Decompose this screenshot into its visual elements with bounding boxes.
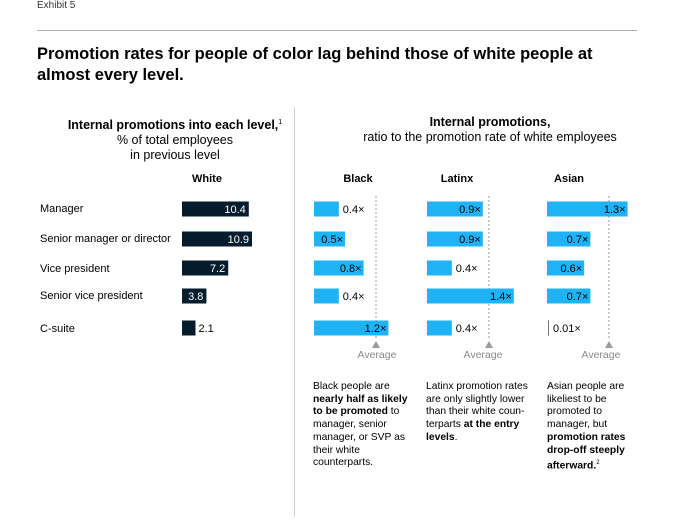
chart-title: Promotion rates for people of color lag … <box>37 45 593 84</box>
panel-divider <box>294 107 295 517</box>
col-head-latinx: Latinx <box>440 173 474 185</box>
latinx-value-label-3: 1.4× <box>490 291 512 303</box>
black-value-label-4: 1.2× <box>365 323 387 335</box>
white-value-label-0: 10.4 <box>224 204 245 216</box>
asian-bar-1 <box>547 231 591 247</box>
exhibit-label: Exhibit 5 <box>37 0 76 11</box>
average-label-asian: Average <box>581 349 621 361</box>
white-bar-2 <box>182 260 229 276</box>
white-value-label-2: 7.2 <box>210 263 225 275</box>
average-marker-latinx <box>485 341 493 348</box>
left-header: Internal promotions into each level,1 % … <box>40 115 310 163</box>
white-bar-4 <box>182 320 196 336</box>
white-bar-1 <box>182 231 252 247</box>
row-label-vice-president: Vice president <box>40 263 110 275</box>
black-bar-3 <box>314 288 339 304</box>
col-head-black: Black <box>343 173 373 185</box>
average-label-black: Average <box>357 349 397 361</box>
black-value-label-0: 0.4× <box>343 204 365 216</box>
note-asian-run-2: 2 <box>596 460 600 467</box>
white-bar-0 <box>182 201 249 217</box>
row-label-svp: Senior vice president <box>40 290 143 302</box>
note-black-run-1: nearly half as likely to be promoted <box>313 393 408 418</box>
black-bar-1 <box>314 231 345 247</box>
asian-bar-0 <box>547 201 628 217</box>
col-head-asian: Asian <box>554 173 584 185</box>
row-label-senior-manager: Senior manager or director <box>40 233 171 245</box>
average-marker-asian <box>605 341 613 348</box>
asian-value-label-2: 0.6× <box>560 263 582 275</box>
white-bar-3 <box>182 288 207 304</box>
latinx-bar-2 <box>427 260 452 276</box>
note-asian-run-0: Asian people are likeliest to be promote… <box>547 381 625 431</box>
row-label-c-suite: C-suite <box>40 323 75 335</box>
latinx-bar-3 <box>427 288 514 304</box>
right-header-line1: Internal promotions, <box>429 115 551 129</box>
left-header-footnote: 1 <box>278 119 283 126</box>
right-header: Internal promotions, ratio to the promot… <box>305 115 675 145</box>
left-header-line2: % of total employees <box>116 133 234 148</box>
average-label-latinx: Average <box>463 349 503 361</box>
latinx-bar-0 <box>427 201 483 217</box>
note-black: Black people are nearly half as likely t… <box>313 381 411 470</box>
asian-bar-3 <box>547 288 591 304</box>
latinx-bar-4 <box>427 320 452 336</box>
latinx-value-label-1: 0.9× <box>459 234 481 246</box>
white-value-label-4: 2.1 <box>198 323 213 335</box>
note-asian: Asian people are likeliest to be promote… <box>547 381 635 473</box>
note-latinx-run-0: Latinx promotion rates are only slightly… <box>426 381 528 431</box>
asian-value-label-3: 0.7× <box>567 291 589 303</box>
black-value-label-2: 0.8× <box>340 263 362 275</box>
asian-bar-2 <box>547 260 585 276</box>
asian-value-label-0: 1.3× <box>604 204 626 216</box>
black-value-label-1: 0.5× <box>321 234 343 246</box>
col-head-white: White <box>192 173 222 185</box>
left-header-line1: Internal promotions into each level, <box>67 118 279 133</box>
latinx-value-label-0: 0.9× <box>459 204 481 216</box>
right-header-line2: ratio to the promotion rate of white emp… <box>363 130 617 144</box>
white-value-label-3: 3.8 <box>188 291 203 303</box>
white-value-label-1: 10.9 <box>228 234 249 246</box>
black-bar-0 <box>314 201 339 217</box>
average-marker-black <box>372 341 380 348</box>
latinx-value-label-2: 0.4× <box>456 263 478 275</box>
asian-bar-4 <box>548 320 549 336</box>
top-rule <box>37 30 637 31</box>
asian-value-label-4: 0.01× <box>553 323 581 335</box>
note-black-run-2: to manager, senior manager, or SVP as th… <box>313 406 405 469</box>
left-header-line3: in previous level <box>130 148 220 163</box>
black-value-label-3: 0.4× <box>343 291 365 303</box>
latinx-bar-1 <box>427 231 483 247</box>
black-bar-4 <box>314 320 389 336</box>
note-latinx-run-2: . <box>454 431 458 443</box>
latinx-value-label-4: 0.4× <box>456 323 478 335</box>
note-black-run-0: Black people are <box>313 381 390 392</box>
asian-value-label-1: 0.7× <box>567 234 589 246</box>
note-asian-run-1: promotion rates drop-off steeply afterwa… <box>547 431 626 472</box>
note-latinx-run-1: at the entry levels <box>426 419 520 443</box>
note-latinx: Latinx promotion rates are only slightly… <box>426 381 534 445</box>
black-bar-2 <box>314 260 364 276</box>
row-label-manager: Manager <box>40 203 84 215</box>
